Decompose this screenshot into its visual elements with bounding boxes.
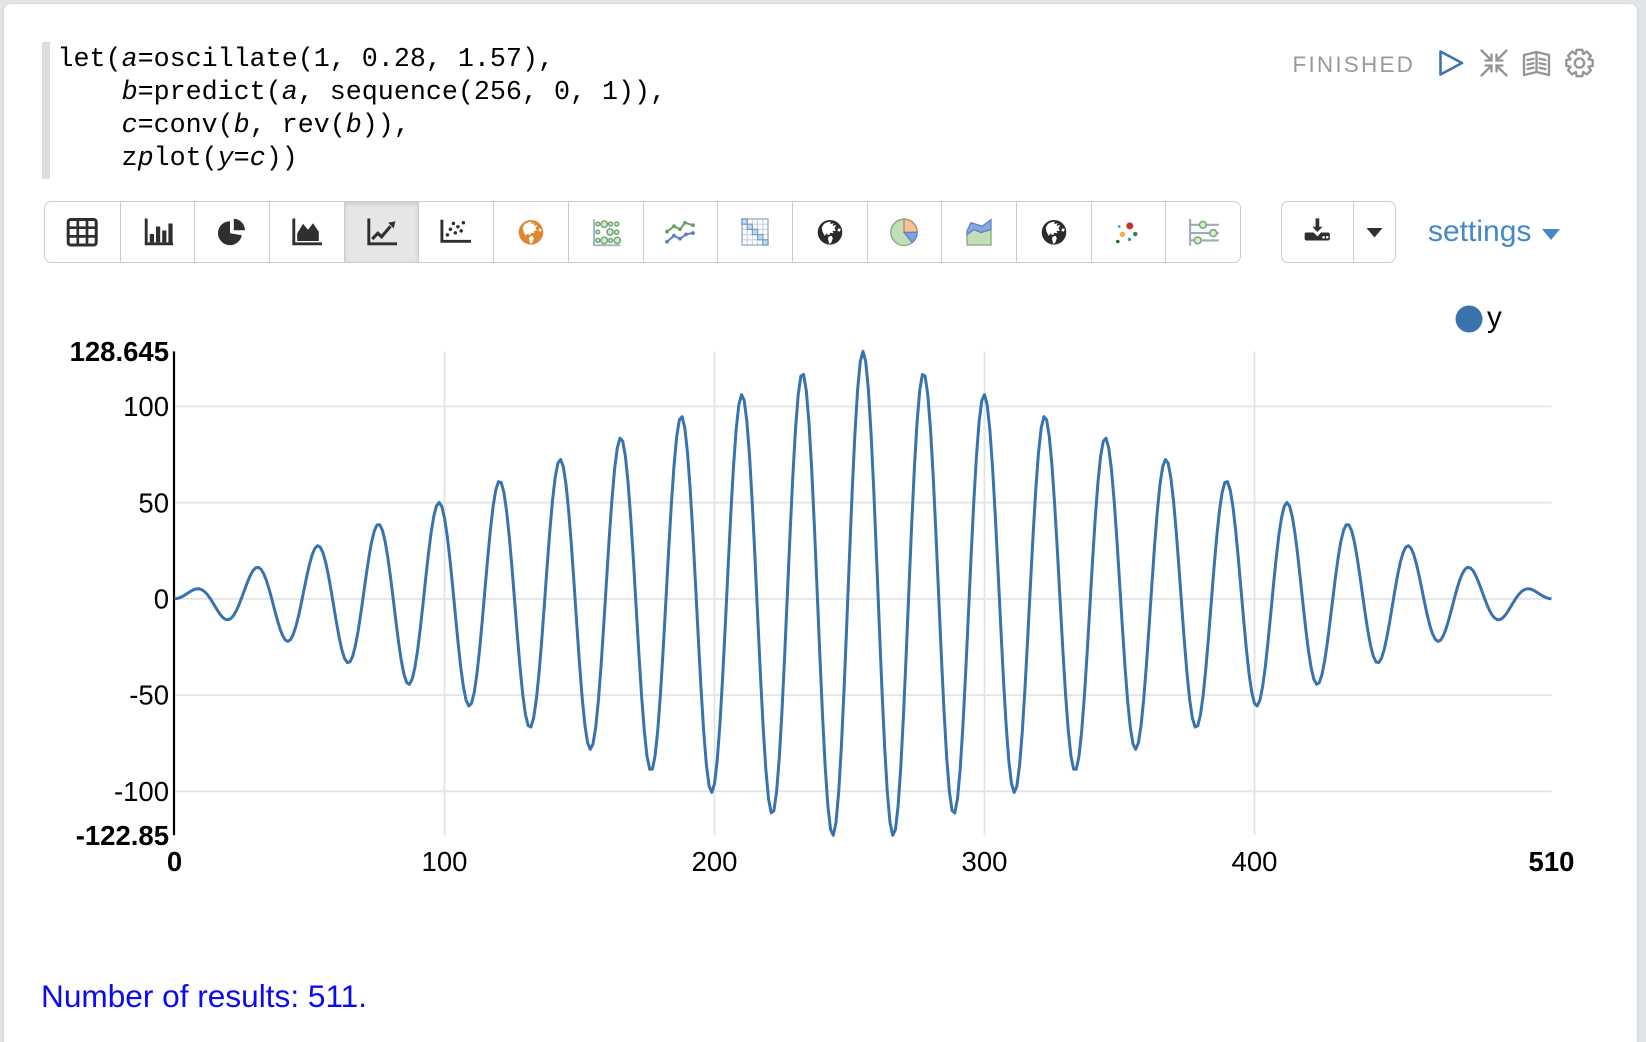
svg-text:200: 200 [692,846,738,877]
svg-text:-122.85: -122.85 [76,820,169,851]
svg-text:0: 0 [167,846,182,877]
svg-text:400: 400 [1232,846,1278,877]
svg-text:510: 510 [1529,846,1575,877]
svg-text:128.645: 128.645 [70,336,169,367]
svg-text:100: 100 [422,846,468,877]
svg-text:-50: -50 [129,680,169,711]
svg-text:y: y [1487,301,1502,334]
svg-text:-100: -100 [114,776,169,807]
svg-text:300: 300 [962,846,1008,877]
svg-text:100: 100 [123,391,169,422]
svg-text:50: 50 [138,487,169,518]
svg-text:0: 0 [154,584,169,615]
